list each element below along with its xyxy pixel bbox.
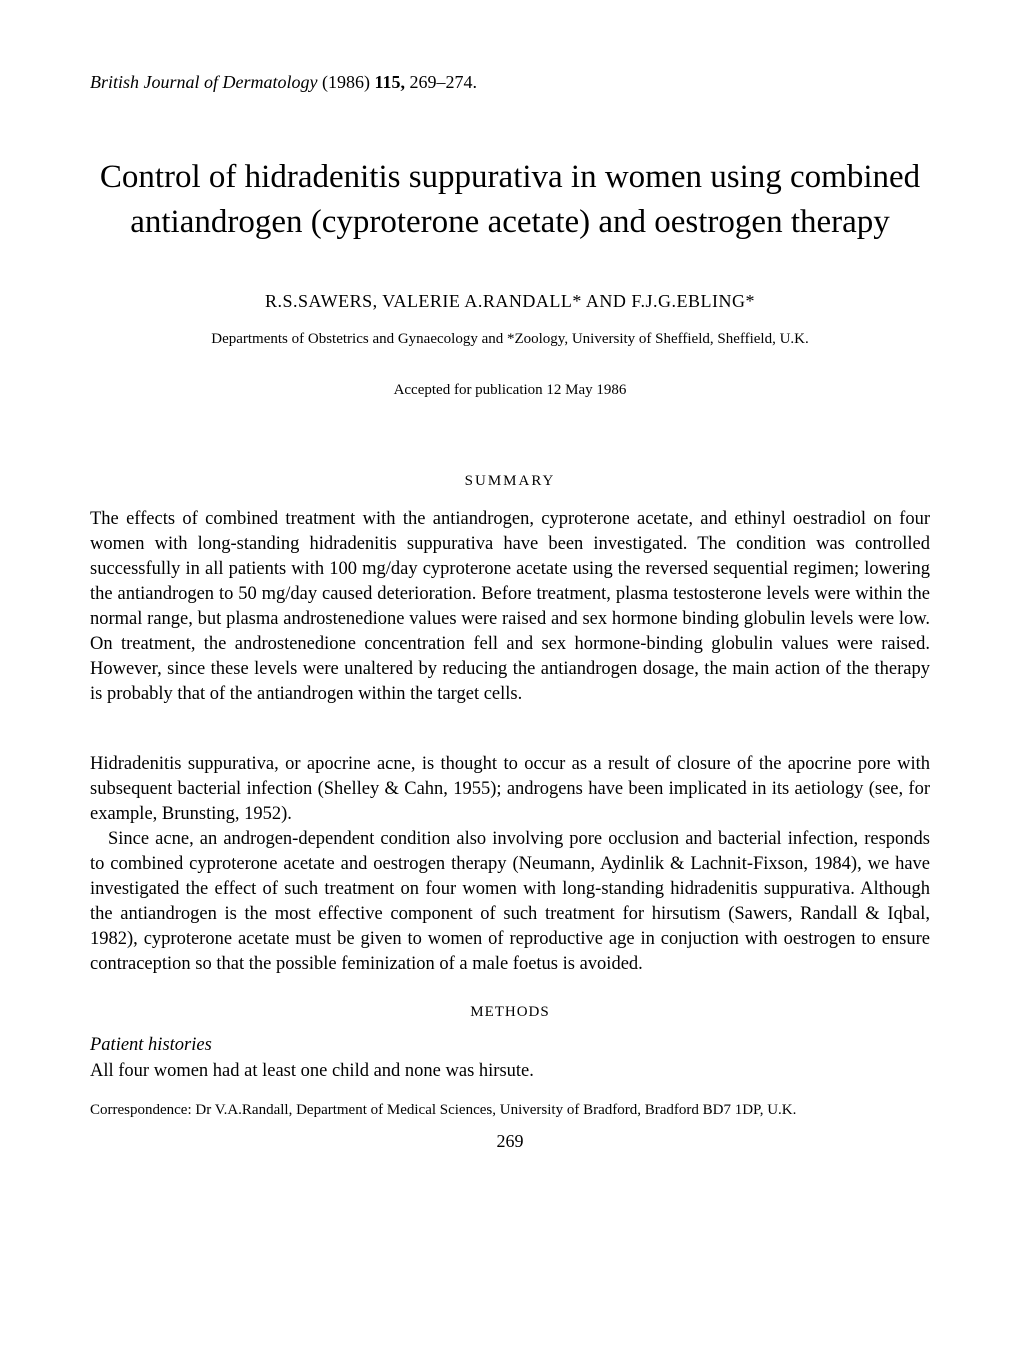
correspondence-text: Correspondence: Dr V.A.Randall, Departme… — [90, 1100, 930, 1121]
body-paragraph-2: Since acne, an androgen-dependent condit… — [90, 827, 930, 977]
summary-text: The effects of combined treatment with t… — [90, 507, 930, 707]
article-title: Control of hidradenitis suppurativa in w… — [90, 155, 930, 244]
journal-reference: British Journal of Dermatology (1986) 11… — [90, 70, 930, 95]
methods-heading: METHODS — [90, 1002, 930, 1023]
authors-list: R.S.SAWERS, VALERIE A.RANDALL* AND F.J.G… — [90, 289, 930, 314]
patient-histories-heading: Patient histories — [90, 1033, 930, 1059]
patient-histories-text: All four women had at least one child an… — [90, 1059, 930, 1085]
journal-volume: 115, — [375, 72, 406, 92]
page-number: 269 — [90, 1129, 930, 1154]
journal-pages: 269–274. — [410, 72, 478, 92]
accepted-date: Accepted for publication 12 May 1986 — [90, 380, 930, 401]
affiliations: Departments of Obstetrics and Gynaecolog… — [90, 329, 930, 350]
body-paragraph-1: Hidradenitis suppurativa, or apocrine ac… — [90, 752, 930, 827]
journal-year: (1986) — [322, 72, 370, 92]
summary-heading: SUMMARY — [90, 471, 930, 492]
journal-name: British Journal of Dermatology — [90, 72, 318, 92]
